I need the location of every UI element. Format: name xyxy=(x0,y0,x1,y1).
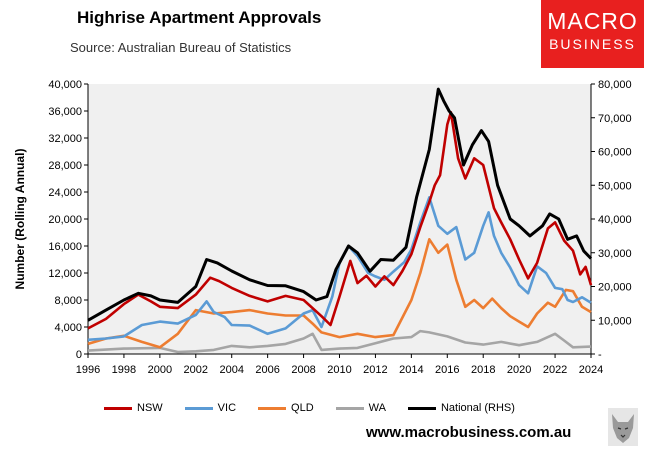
y-left-tick-label: 20,000 xyxy=(48,214,82,226)
y-left-tick-label: 16,000 xyxy=(48,241,82,253)
y-right-tick-label: - xyxy=(598,349,602,361)
y-left-tick-label: 12,000 xyxy=(48,268,82,280)
chart-legend: NSW VIC QLD WA National (RHS) xyxy=(104,402,537,414)
x-tick-label: 2018 xyxy=(471,364,495,376)
legend-label: NSW xyxy=(137,402,163,414)
legend-label: VIC xyxy=(217,402,237,414)
x-tick-label: 2010 xyxy=(327,364,351,376)
y-left-tick-label: 8,000 xyxy=(54,295,82,307)
legend-item: WA xyxy=(335,402,386,414)
x-tick-label: 1998 xyxy=(112,364,136,376)
y-left-tick-label: 4,000 xyxy=(54,322,82,334)
y-left-tick-label: 32,000 xyxy=(48,133,82,145)
x-tick-label: 2006 xyxy=(255,364,279,376)
x-tick-label: 2016 xyxy=(435,364,459,376)
macrobusiness-logo: MACRO BUSINESS xyxy=(541,0,644,68)
x-tick-label: 2024 xyxy=(579,364,603,376)
logo-text-macro: MACRO xyxy=(547,8,638,34)
site-url[interactable]: www.macrobusiness.com.au xyxy=(366,424,572,441)
y-right-tick-label: 60,000 xyxy=(598,147,632,159)
series-line-national-rhs xyxy=(87,87,593,322)
x-tick-label: 1996 xyxy=(76,364,100,376)
y-left-tick-label: 28,000 xyxy=(48,160,82,172)
tick-layer: 1996 1998 2000 2002 2004 2006 2008 2010 2012 2014… xyxy=(48,79,631,376)
line-chart: 1996 1998 2000 2002 2004 2006 2008 2010 2012 2014… xyxy=(13,79,632,376)
chart-source: Source: Australian Bureau of Statistics xyxy=(70,40,292,55)
legend-label: QLD xyxy=(291,402,314,414)
chart-title: Highrise Apartment Approvals xyxy=(77,8,322,27)
y-right-tick-label: 70,000 xyxy=(598,113,632,125)
x-tick-label: 2020 xyxy=(507,364,531,376)
legend-swatch xyxy=(407,406,436,410)
legend-label: WA xyxy=(368,402,386,414)
wolf-logo-icon xyxy=(608,408,638,446)
y-left-tick-label: 24,000 xyxy=(48,187,82,199)
x-tick-label: 2014 xyxy=(399,364,423,376)
legend-swatch xyxy=(104,406,132,410)
legend-item: National (RHS) xyxy=(407,402,515,414)
x-tick-label: 2004 xyxy=(219,364,243,376)
y-right-tick-label: 10,000 xyxy=(598,315,632,327)
legend-swatch xyxy=(184,406,213,410)
logo-text-business: BUSINESS xyxy=(549,36,636,52)
y-right-tick-label: 50,000 xyxy=(598,180,632,192)
y-right-tick-label: 40,000 xyxy=(598,214,632,226)
legend-item: NSW xyxy=(104,402,163,414)
y-left-tick-label: 40,000 xyxy=(48,79,82,91)
legend-item: VIC xyxy=(184,402,237,414)
y-left-tick-label: 36,000 xyxy=(48,106,82,118)
y-right-tick-label: 80,000 xyxy=(598,79,632,91)
legend-swatch xyxy=(335,406,364,410)
legend-item: QLD xyxy=(258,402,314,414)
x-tick-label: 2022 xyxy=(543,364,567,376)
y-left-tick-label: 0 xyxy=(76,349,82,361)
plot-area xyxy=(88,84,591,354)
y-right-tick-label: 20,000 xyxy=(598,282,632,294)
series-line-vic xyxy=(87,196,592,342)
series-line-nsw xyxy=(87,111,593,330)
x-tick-label: 2000 xyxy=(148,364,172,376)
x-tick-label: 2012 xyxy=(363,364,387,376)
series-line-wa xyxy=(87,329,592,354)
legend-swatch xyxy=(258,406,287,410)
x-tick-label: 2008 xyxy=(291,364,315,376)
y-axis-label: Number (Rolling Annual) xyxy=(13,149,27,290)
y-right-tick-label: 30,000 xyxy=(598,248,632,260)
series-line-qld xyxy=(87,238,592,349)
legend-label: National (RHS) xyxy=(440,402,515,414)
x-tick-label: 2002 xyxy=(184,364,208,376)
series-layer xyxy=(87,87,593,354)
